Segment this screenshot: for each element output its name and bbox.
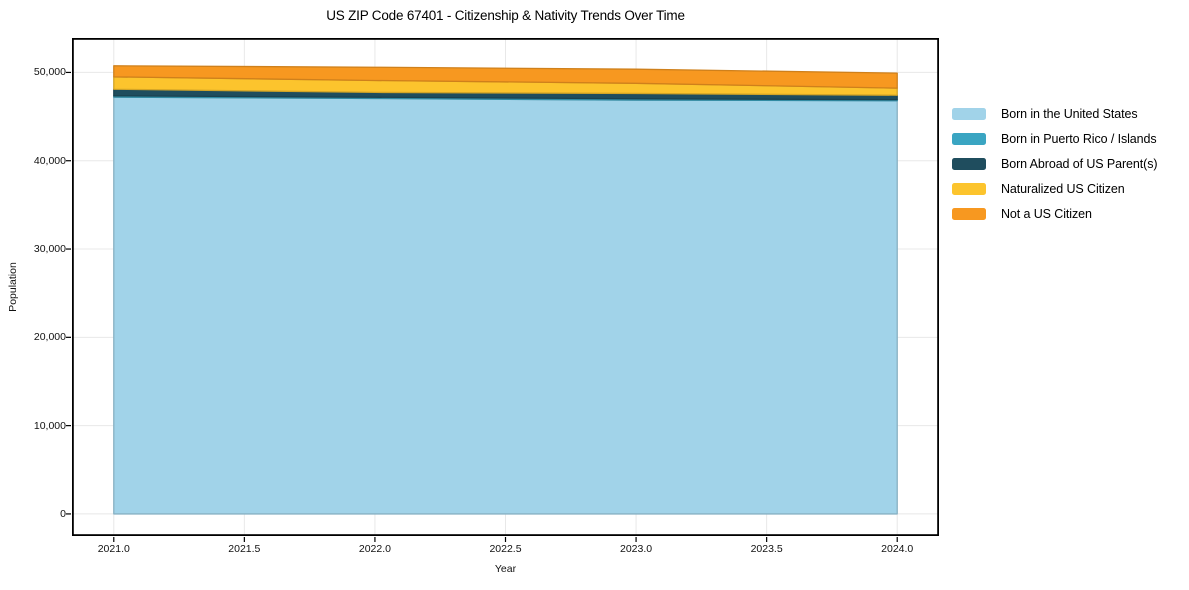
- legend-item: Born Abroad of US Parent(s): [952, 151, 1158, 176]
- legend-label: Born in Puerto Rico / Islands: [1001, 131, 1157, 146]
- legend-item: Not a US Citizen: [952, 201, 1157, 226]
- y-tick-label: 50,000: [33, 66, 66, 79]
- y-tick-label: 20,000: [33, 331, 66, 344]
- area-not-a-us-citizen: [113, 65, 898, 89]
- legend-item: Born in the United States: [952, 101, 1157, 126]
- y-tick-label: 40,000: [33, 154, 66, 167]
- legend-label: Naturalized US Citizen: [1001, 181, 1125, 196]
- x-tick-label: 2023.0: [620, 543, 653, 555]
- legend-label: Born in the United States: [1001, 106, 1138, 121]
- legend-swatch: [952, 132, 986, 145]
- y-axis-label: Population: [7, 262, 19, 312]
- x-tick-label: 2021.0: [97, 543, 130, 555]
- plot-border: [72, 38, 940, 537]
- legend-swatch: [952, 182, 986, 195]
- y-tick-label: 0: [60, 507, 66, 520]
- legend-swatch: [952, 207, 986, 220]
- x-tick-label: 2021.5: [228, 543, 261, 555]
- area-born-in-the-united-states: [113, 96, 898, 515]
- legend-item: Naturalized US Citizen: [952, 176, 1157, 201]
- y-tick-label: 10,000: [33, 419, 66, 432]
- legend-swatch: [952, 107, 986, 120]
- chart-title: US ZIP Code 67401 - Citizenship & Nativi…: [326, 8, 685, 23]
- x-tick-label: 2022.0: [358, 543, 391, 555]
- x-tick-label: 2023.5: [750, 543, 783, 555]
- x-tick-label: 2022.5: [489, 543, 522, 555]
- legend-label: Born Abroad of US Parent(s): [1001, 156, 1158, 171]
- x-tick-label: 2024.0: [881, 543, 914, 555]
- legend: Born in the United States Born in Puerto…: [952, 101, 1158, 226]
- y-tick-label: 30,000: [33, 243, 66, 256]
- legend-item: Born in Puerto Rico / Islands: [952, 126, 1157, 151]
- x-axis-label: Year: [494, 563, 517, 575]
- legend-swatch: [952, 157, 986, 170]
- legend-label: Not a US Citizen: [1001, 206, 1092, 221]
